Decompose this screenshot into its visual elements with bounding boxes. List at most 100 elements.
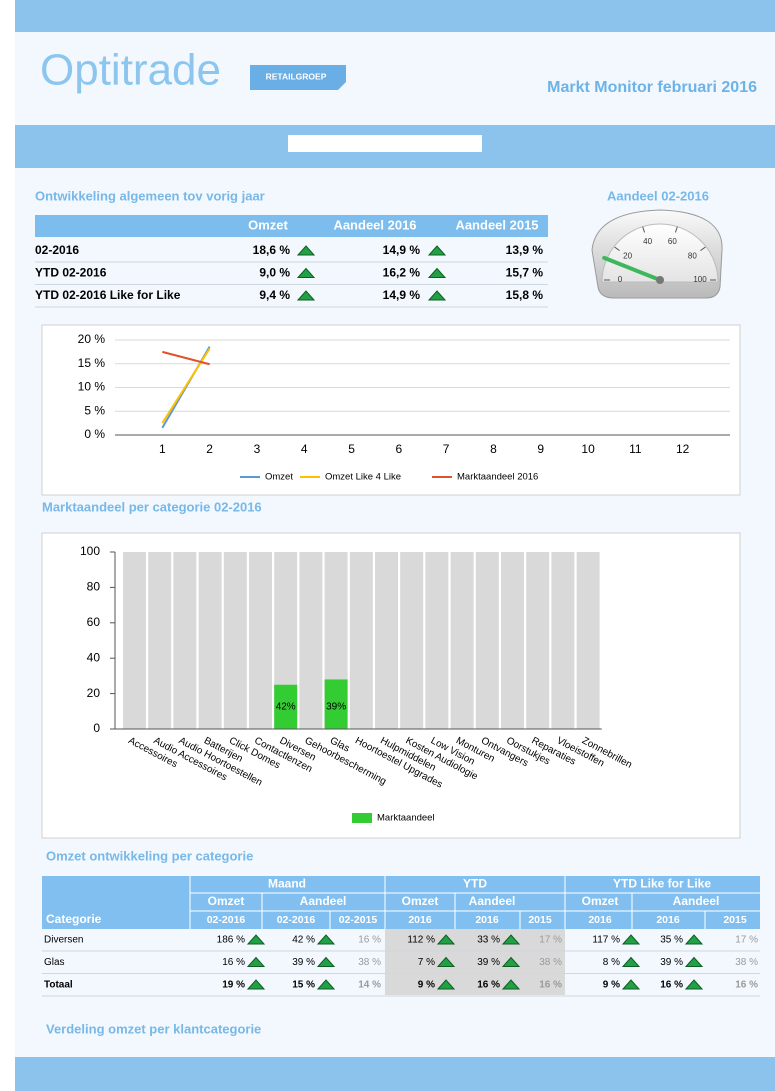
cell: 39 % [292,957,315,968]
x-tick-label: 6 [396,442,403,456]
cell: 15,8 % [506,288,544,302]
bar-background [526,552,549,729]
cell: 186 % [217,935,245,946]
x-tick-label: 11 [629,442,642,456]
x-tick-label: 3 [254,442,261,456]
bar-background [173,552,196,729]
section-title: Marktaandeel per categorie 02-2016 [42,499,262,514]
period-header: 02-2016 [277,914,316,926]
cell: 38 % [735,957,758,968]
cell: 9,4 % [259,288,290,302]
cell: 35 % [660,935,683,946]
subgroup-header: Omzet [208,894,245,908]
cell: 9,0 % [259,266,290,280]
chart-panel [42,325,740,495]
group-header: Maand [268,877,306,891]
cell: 14,9 % [383,243,421,257]
row-label: Glas [44,957,65,968]
subgroup-header: Aandeel [469,894,516,908]
bar-label: 42% [276,702,296,713]
period-header: 2015 [723,914,747,926]
period-header: 2015 [528,914,552,926]
period-header: 2016 [656,914,680,926]
gauge-label: 60 [668,237,677,246]
cell: 7 % [418,957,435,968]
legend-label: Marktaandeel 2016 [457,472,538,483]
y-tick-label: 80 [87,580,101,594]
bar-background [476,552,499,729]
cell: 16 % [222,957,245,968]
cell: 8 % [603,957,620,968]
period-header: 02-2016 [207,914,246,926]
column-header: Omzet [248,217,288,232]
row-label: YTD 02-2016 [35,266,107,280]
bottom-band [15,1057,775,1091]
bar-background [123,552,146,729]
cell: 15,7 % [506,266,544,280]
cell: 17 % [539,935,562,946]
x-tick-label: 9 [537,442,544,456]
gauge-label: 0 [618,275,623,284]
section-title: Omzet ontwikkeling per categorie [46,848,253,863]
bar-background [199,552,222,729]
x-tick-label: 4 [301,442,308,456]
x-tick-label: 1 [159,442,166,456]
logo-badge-text: RETAILGROEP [266,71,327,81]
cell: 15 % [292,980,315,991]
row-label: YTD 02-2016 Like for Like [35,288,181,302]
y-tick-label: 40 [87,650,101,664]
column-header: Aandeel 2016 [333,217,416,232]
y-tick-label: 0 [93,721,100,735]
x-tick-label: 10 [581,442,595,456]
cell: 16 % [660,980,683,991]
cell: 112 % [407,935,435,946]
bar-background [375,552,398,729]
x-tick-label: 5 [348,442,355,456]
row-header: Categorie [46,912,102,926]
bar-background [299,552,322,729]
y-tick-label: 20 [87,686,101,700]
row-label: 02-2016 [35,243,79,257]
gauge-label: 80 [688,252,697,261]
cell: 19 % [222,980,245,991]
cell: 16 % [539,980,562,991]
x-tick-label: 2 [206,442,213,456]
subgroup-header: Aandeel [673,894,720,908]
group-header: YTD [463,877,487,891]
page: {"header": {"logo": "Optitrade", "logo_b… [0,0,775,1091]
x-tick-label: 8 [490,442,497,456]
gauge-label: 20 [623,252,632,261]
bar-background [451,552,474,729]
cell: 16 % [735,980,758,991]
y-tick-label: 15 % [78,356,106,370]
row-label: Diversen [44,935,83,946]
cell: 38 % [539,957,562,968]
y-tick-label: 60 [87,615,101,629]
cell: 42 % [292,935,315,946]
bar-background [501,552,524,729]
cell: 14 % [358,980,381,991]
cell: 13,9 % [506,243,544,257]
y-tick-label: 5 % [84,403,105,417]
bar-background [249,552,272,729]
section-title: Verdeling omzet per klantcategorie [46,1021,261,1036]
row-label: Totaal [44,980,73,991]
legend-label: Marktaandeel [377,813,435,824]
bar-background [400,552,423,729]
cell: 14,9 % [383,288,421,302]
bar-background [350,552,373,729]
cell: 117 % [592,935,620,946]
period-header: 02-2015 [339,914,378,926]
bar-label: 39% [326,702,346,713]
cell: 18,6 % [253,243,291,257]
y-tick-label: 100 [80,544,100,558]
cell: 38 % [358,957,381,968]
logo: Optitrade [40,46,221,95]
report: Optitrade RETAILGROEP Markt Monitor febr… [0,0,775,1091]
cell: 16,2 % [383,266,421,280]
bar-background [148,552,171,729]
bar-background [577,552,600,729]
x-tick-label: 12 [676,442,690,456]
column-header: Aandeel 2015 [455,217,538,232]
gauge-label: 100 [693,275,707,284]
